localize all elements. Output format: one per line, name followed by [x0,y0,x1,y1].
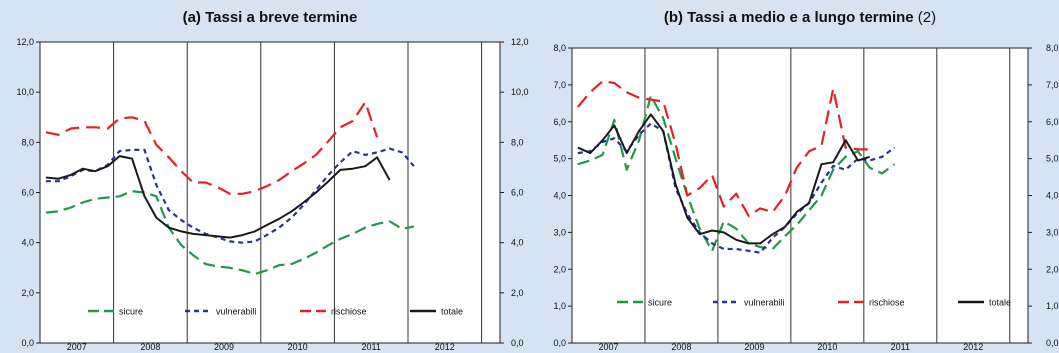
x-tick-label: 2007 [598,342,618,352]
y-tick-label-left: 5,0 [553,154,566,164]
series-line-sicure [45,190,415,276]
y-tick-label-left: 3,0 [553,227,566,237]
legend-label-totale: totale [989,298,1011,308]
y-tick-label-right: 8,0 [1046,43,1059,53]
legend-label-vulnerabili: vulnerabili [216,307,257,317]
x-tick-label: 2008 [140,342,160,352]
legend-label-sicure: sicure [648,298,672,308]
y-tick-label-right: 6,0 [511,188,524,198]
chart-panel-a: (a) Tassi a breve termine 0,0 0,0 2,0 2,0 4,0… [16,9,528,352]
y-tick-label-left: 6,0 [553,117,566,127]
legend-label-vulnerabili: vulnerabili [744,298,785,308]
x-tick-label: 2009 [214,342,234,352]
y-tick-label-left: 4,0 [553,191,566,201]
y-tick-label-left: 12,0 [16,37,34,47]
y-tick-label-right: 4,0 [511,238,524,248]
legend-label-rischiose: rischiose [331,307,367,317]
y-tick-label-right: 3,0 [1046,227,1059,237]
legend-label-totale: totale [441,307,463,317]
x-tick-label: 2008 [671,342,691,352]
x-tick-label: 2011 [362,342,381,352]
y-tick-label-left: 2,0 [21,288,34,298]
series-line-sicure [577,94,896,252]
legend-label-rischiose: rischiose [869,298,905,308]
plot-area [39,41,501,344]
plot-area [571,47,1029,344]
y-tick-label-left: 0,0 [21,338,34,348]
x-tick-label: 2012 [963,342,983,352]
y-tick-label-right: 0,0 [1046,338,1059,348]
y-tick-label-right: 4,0 [1046,191,1059,201]
y-tick-label-left: 0,0 [553,338,566,348]
x-tick-label: 2009 [744,342,764,352]
y-tick-label-left: 4,0 [21,238,34,248]
chart-title: (b) Tassi a medio e a lungo termine (2) [664,9,936,26]
y-tick-label-left: 8,0 [21,137,34,147]
y-tick-label-left: 8,0 [553,43,566,53]
y-tick-label-right: 6,0 [1046,117,1059,127]
x-tick-label: 2010 [817,342,837,352]
y-tick-label-right: 2,0 [511,288,524,298]
x-tick-label: 2007 [67,342,87,352]
y-tick-label-right: 0,0 [511,338,524,348]
series-line-rischiose [576,80,870,217]
y-tick-label-right: 10,0 [511,87,529,97]
series-line-totale [45,155,391,239]
chart-title: (a) Tassi a breve termine [183,9,358,26]
x-tick-label: 2011 [891,342,910,352]
y-tick-label-right: 1,0 [1046,301,1059,311]
y-tick-label-left: 2,0 [553,264,566,274]
y-tick-label-right: 12,0 [511,37,529,47]
legend-label-sicure: sicure [119,307,143,317]
y-tick-label-right: 5,0 [1046,154,1059,164]
y-tick-label-right: 8,0 [511,137,524,147]
x-tick-label: 2012 [435,342,455,352]
y-tick-label-right: 2,0 [1046,264,1059,274]
series-line-totale [577,113,871,245]
y-tick-label-left: 7,0 [553,80,566,90]
y-tick-label-right: 7,0 [1046,80,1059,90]
chart-panel-b: (b) Tassi a medio e a lungo termine (2) 0… [553,9,1058,352]
x-tick-label: 2010 [288,342,308,352]
y-tick-label-left: 6,0 [21,188,34,198]
y-tick-label-left: 10,0 [16,87,34,97]
y-tick-label-left: 1,0 [553,301,566,311]
